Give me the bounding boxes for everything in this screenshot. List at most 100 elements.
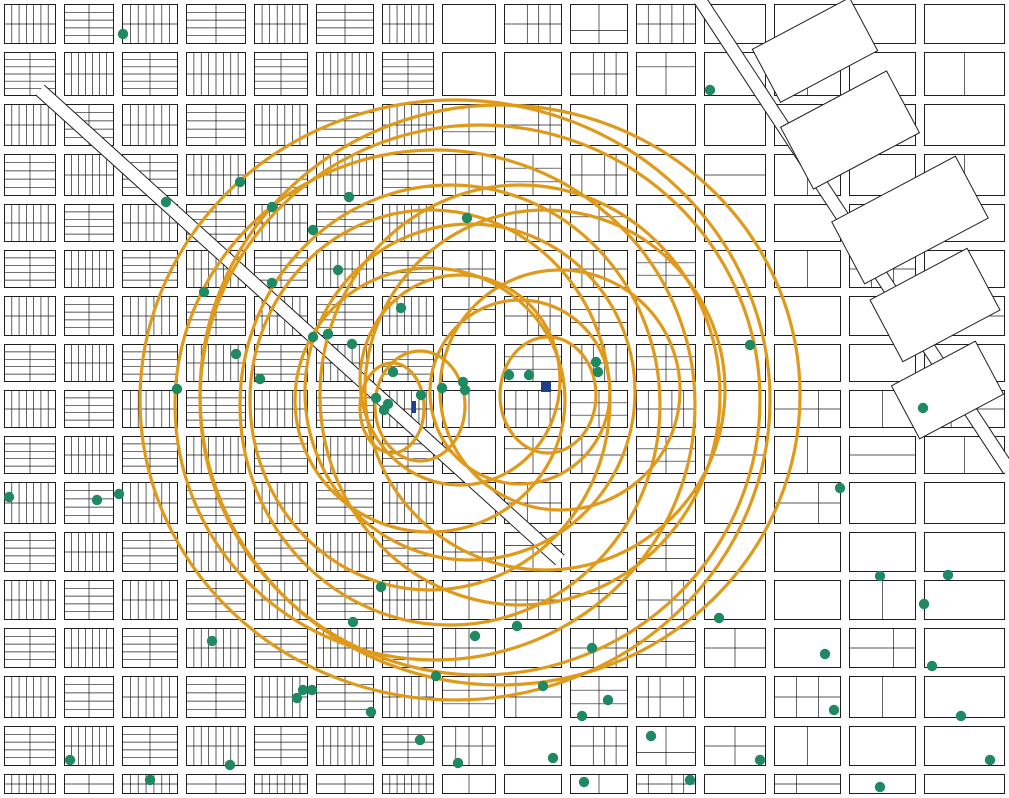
city-block xyxy=(4,4,56,44)
map-point[interactable] xyxy=(375,581,387,593)
map-point[interactable] xyxy=(144,774,156,786)
large-lot xyxy=(831,155,989,285)
map-point[interactable] xyxy=(3,491,15,503)
map-point[interactable] xyxy=(206,635,218,647)
map-point[interactable] xyxy=(198,286,210,298)
map-point[interactable] xyxy=(704,84,716,96)
city-block xyxy=(254,52,308,96)
map-point[interactable] xyxy=(307,224,319,236)
city-block xyxy=(636,390,696,428)
city-block xyxy=(186,774,246,794)
city-block xyxy=(64,204,114,242)
map-point[interactable] xyxy=(415,389,427,401)
map-point[interactable] xyxy=(346,338,358,350)
map-point[interactable] xyxy=(590,356,602,368)
city-block xyxy=(186,52,246,96)
city-block xyxy=(570,250,628,288)
focal-site-east[interactable] xyxy=(541,382,551,392)
map-point[interactable] xyxy=(347,616,359,628)
city-block xyxy=(504,52,562,96)
map-point[interactable] xyxy=(378,404,390,416)
map-point[interactable] xyxy=(511,620,523,632)
map-point[interactable] xyxy=(834,482,846,494)
city-block xyxy=(64,628,114,668)
city-block xyxy=(254,4,308,44)
map-point[interactable] xyxy=(503,369,515,381)
city-block xyxy=(849,580,916,620)
map-point[interactable] xyxy=(452,757,464,769)
map-point[interactable] xyxy=(926,660,938,672)
city-block xyxy=(4,250,56,288)
map-point[interactable] xyxy=(828,704,840,716)
map-point[interactable] xyxy=(469,630,481,642)
map-point[interactable] xyxy=(592,366,604,378)
map-point[interactable] xyxy=(645,730,657,742)
city-block xyxy=(122,52,178,96)
city-block xyxy=(186,104,246,146)
map-point[interactable] xyxy=(436,382,448,394)
city-block xyxy=(254,580,308,620)
map-point[interactable] xyxy=(523,369,535,381)
map-point[interactable] xyxy=(160,196,172,208)
map-point[interactable] xyxy=(744,339,756,351)
map-point[interactable] xyxy=(395,302,407,314)
map-point[interactable] xyxy=(387,366,399,378)
map-point[interactable] xyxy=(942,569,954,581)
city-block xyxy=(64,774,114,794)
city-block xyxy=(4,482,56,524)
map-point[interactable] xyxy=(291,692,303,704)
map-point[interactable] xyxy=(234,176,246,188)
city-block xyxy=(122,390,178,428)
map-point[interactable] xyxy=(578,776,590,788)
map-point[interactable] xyxy=(917,402,929,414)
map-point[interactable] xyxy=(457,376,469,388)
city-block xyxy=(186,726,246,766)
map-point[interactable] xyxy=(171,383,183,395)
city-block xyxy=(64,52,114,96)
map-point[interactable] xyxy=(64,754,76,766)
map-point[interactable] xyxy=(266,201,278,213)
map-point[interactable] xyxy=(266,277,278,289)
map-point[interactable] xyxy=(586,642,598,654)
map-point[interactable] xyxy=(754,754,766,766)
city-block xyxy=(636,676,696,718)
map-point[interactable] xyxy=(874,781,886,793)
map-point[interactable] xyxy=(365,706,377,718)
map-point[interactable] xyxy=(713,612,725,624)
map-point[interactable] xyxy=(918,598,930,610)
city-block xyxy=(636,774,696,794)
map-point[interactable] xyxy=(343,191,355,203)
city-block xyxy=(924,628,1005,668)
map-point[interactable] xyxy=(414,734,426,746)
map-point[interactable] xyxy=(307,331,319,343)
focal-site-west[interactable] xyxy=(412,401,416,413)
map-point[interactable] xyxy=(984,754,996,766)
city-block xyxy=(186,676,246,718)
city-block xyxy=(316,676,374,718)
map-point[interactable] xyxy=(322,328,334,340)
map-point[interactable] xyxy=(370,392,382,404)
map-point[interactable] xyxy=(306,684,318,696)
map-point[interactable] xyxy=(537,680,549,692)
map-point[interactable] xyxy=(819,648,831,660)
map-point[interactable] xyxy=(117,28,129,40)
map-point[interactable] xyxy=(91,494,103,506)
map-point[interactable] xyxy=(297,684,309,696)
map-point[interactable] xyxy=(576,710,588,722)
map-point[interactable] xyxy=(430,670,442,682)
map-point[interactable] xyxy=(332,264,344,276)
map-point[interactable] xyxy=(874,570,886,582)
city-block xyxy=(636,52,696,96)
map-point[interactable] xyxy=(224,759,236,771)
city-block xyxy=(122,436,178,474)
map-point[interactable] xyxy=(230,348,242,360)
map-point[interactable] xyxy=(113,488,125,500)
map-point[interactable] xyxy=(461,212,473,224)
map-point[interactable] xyxy=(459,384,471,396)
map-point[interactable] xyxy=(254,373,266,385)
map-point[interactable] xyxy=(955,710,967,722)
map-point[interactable] xyxy=(684,774,696,786)
map-point[interactable] xyxy=(602,694,614,706)
map-point[interactable] xyxy=(547,752,559,764)
